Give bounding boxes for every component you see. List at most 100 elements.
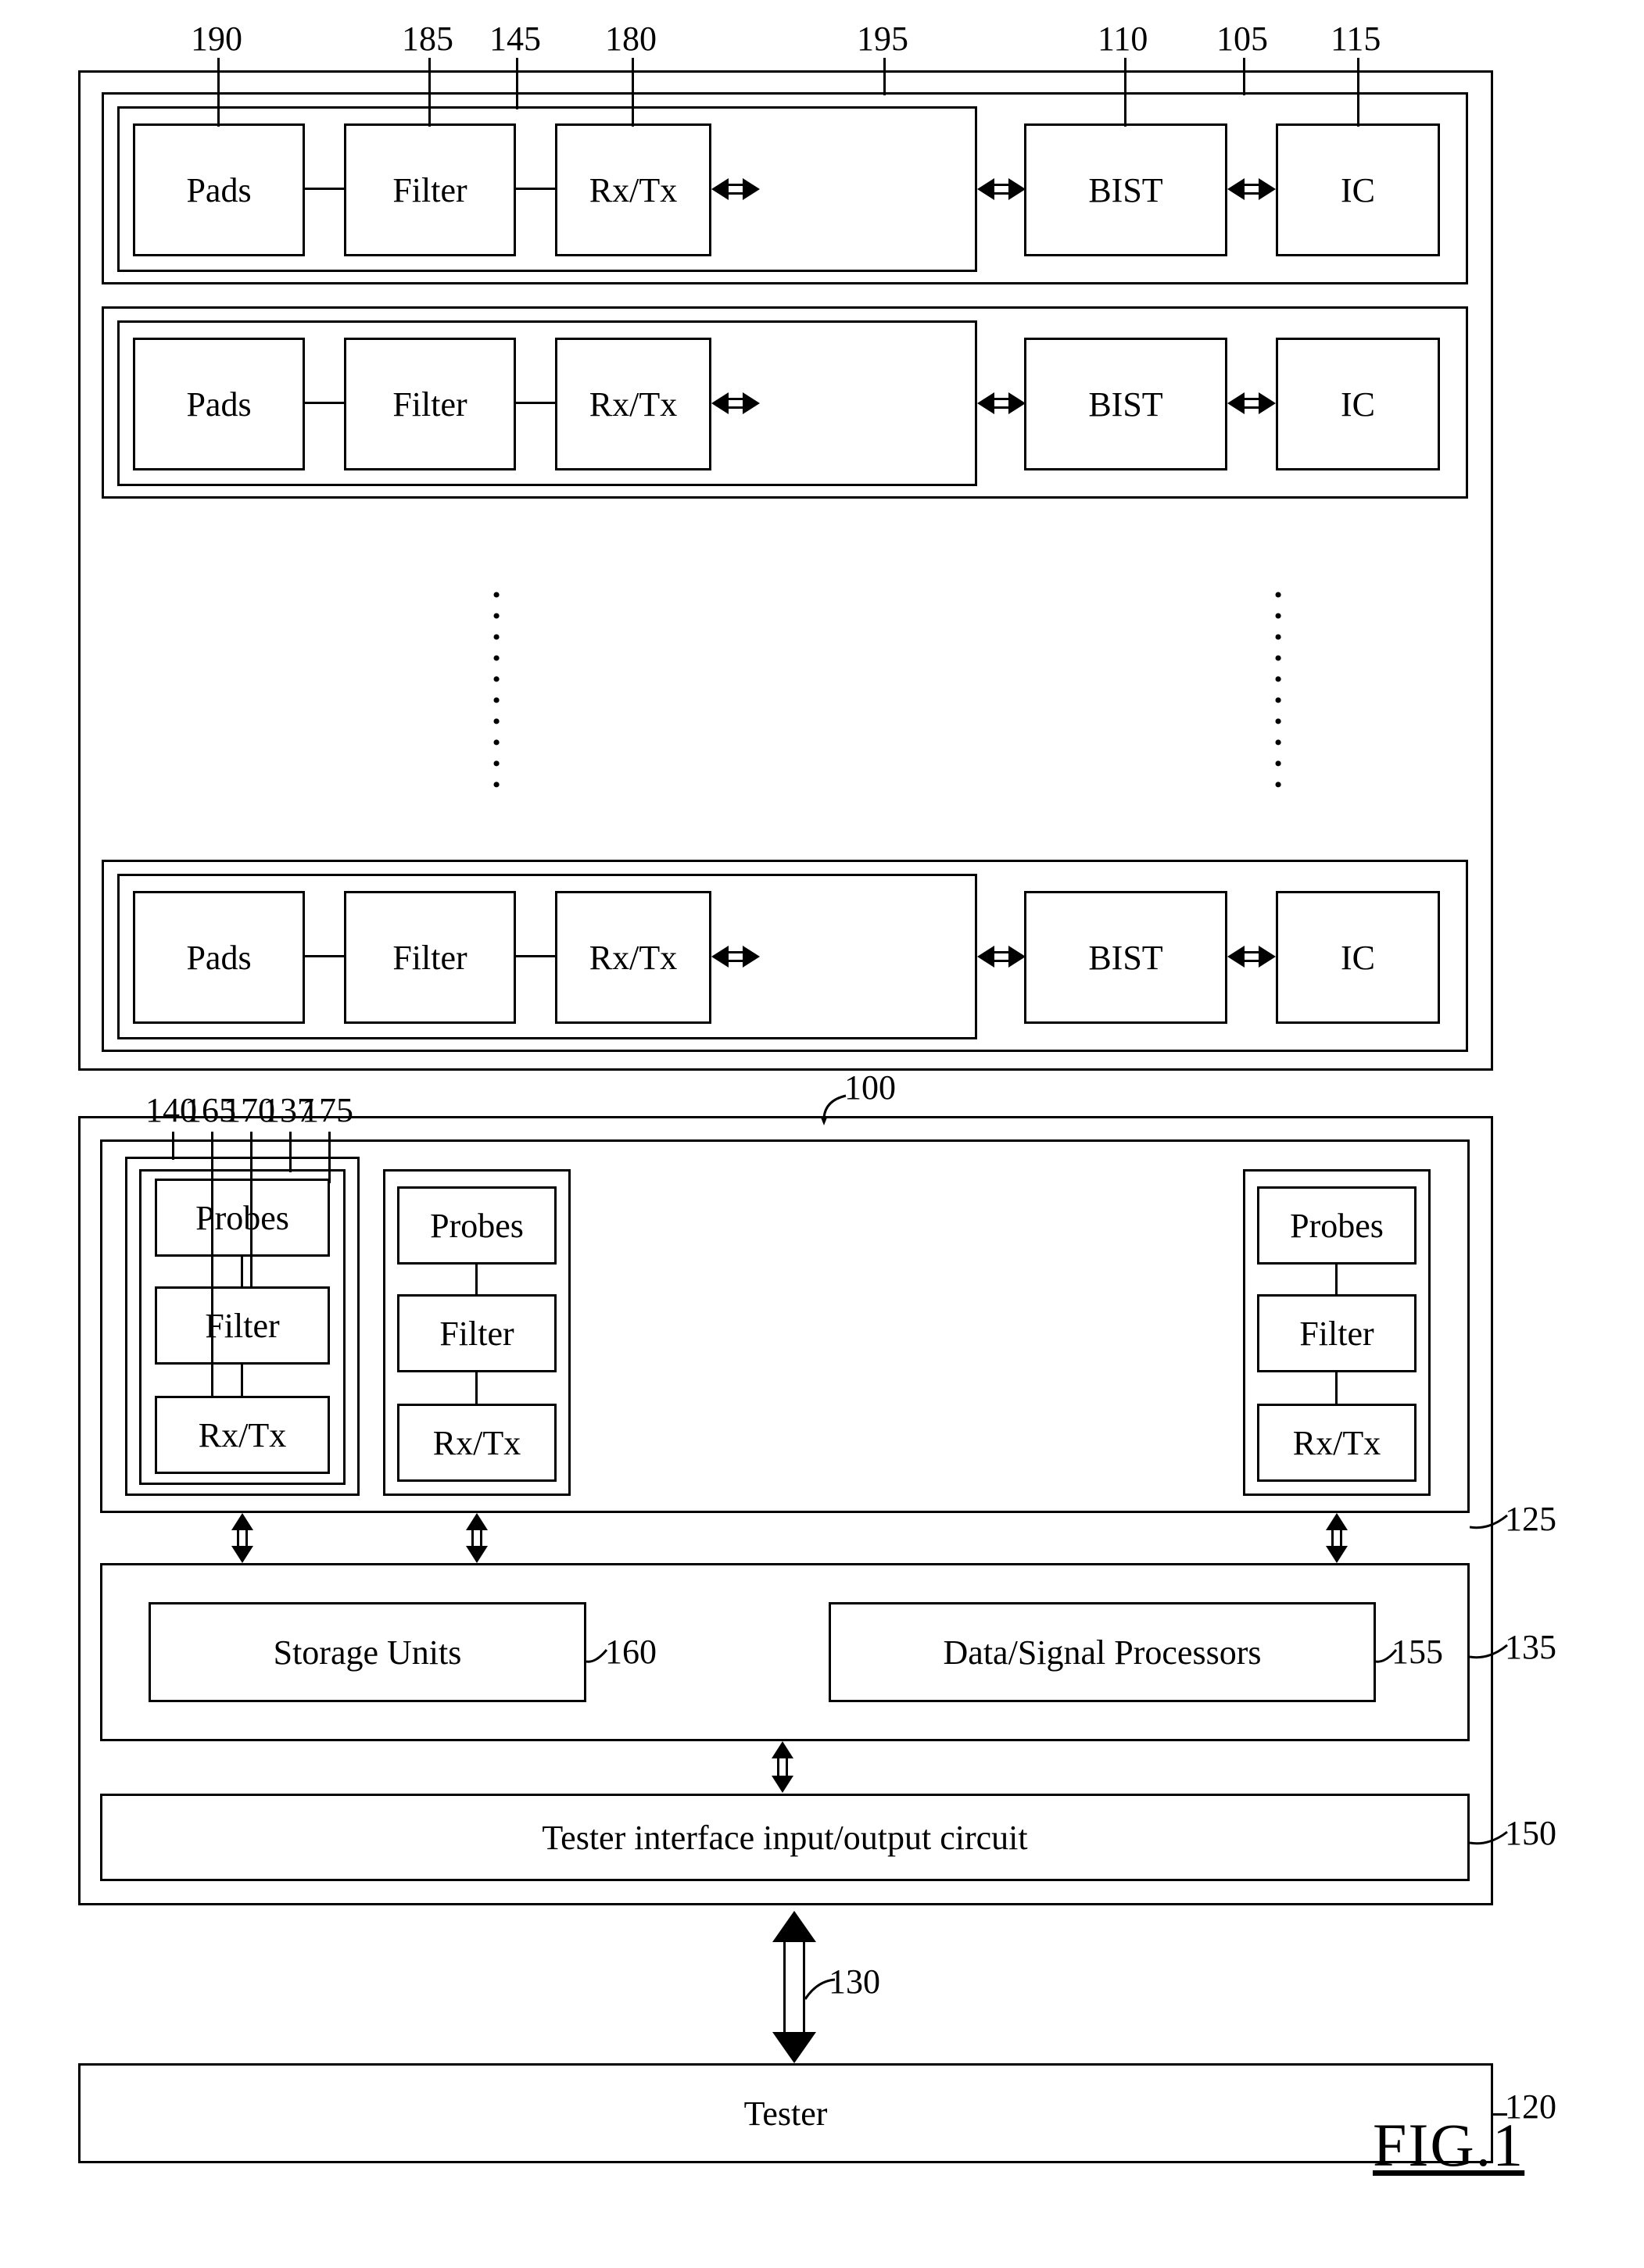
chn-probes: Probes <box>1257 1186 1417 1265</box>
lead-110 <box>1124 58 1126 127</box>
io-circuit-label: Tester interface input/output circuit <box>542 1818 1027 1858</box>
dien-ic-label: IC <box>1341 938 1375 978</box>
die2-ic: IC <box>1276 338 1440 470</box>
lead-100-arrow <box>821 1094 855 1129</box>
ch1-probes-label: Probes <box>195 1198 289 1238</box>
die1-pads: Pads <box>133 123 305 256</box>
ref-160: 160 <box>605 1632 657 1672</box>
d1a1 <box>977 178 1026 200</box>
die1-ic-label: IC <box>1341 170 1375 210</box>
ch1-rxtx-label: Rx/Tx <box>199 1415 286 1455</box>
lead-180 <box>632 58 634 127</box>
d2a2 <box>1227 392 1276 414</box>
chn-rxtx-label: Rx/Tx <box>1293 1423 1381 1463</box>
d1a0 <box>711 178 760 200</box>
ref-190: 190 <box>191 19 242 59</box>
d2a0 <box>711 392 760 414</box>
chn-probes-label: Probes <box>1290 1206 1384 1246</box>
dsp-processors-label: Data/Signal Processors <box>944 1633 1262 1672</box>
lead-115 <box>1357 58 1359 127</box>
lead-195 <box>883 58 886 95</box>
storage-units-block: Storage Units <box>149 1602 586 1702</box>
die2-pads-label: Pads <box>186 385 251 424</box>
chn-conn2 <box>1335 1265 1338 1294</box>
chn-filter-label: Filter <box>1299 1314 1374 1354</box>
ch2-probes-label: Probes <box>430 1206 524 1246</box>
dien-filter-label: Filter <box>392 938 467 978</box>
d1c1 <box>305 188 344 190</box>
die1-rxtx: Rx/Tx <box>555 123 711 256</box>
die-dots-right: · · · · · · · · · · <box>1251 531 1305 844</box>
dnc2 <box>516 955 555 957</box>
figure-page: Tester 120 130 100 Tester interface inpu… <box>31 31 1613 2237</box>
storage-units-label: Storage Units <box>274 1633 462 1672</box>
ch2-probes: Probes <box>397 1186 557 1265</box>
lead-135 <box>1470 1643 1509 1666</box>
lead-165 <box>211 1132 213 1397</box>
die1-ic: IC <box>1276 123 1440 256</box>
dien-rxtx-label: Rx/Tx <box>589 938 677 978</box>
chn-conn1 <box>1335 1372 1338 1404</box>
io-circuit-block: Tester interface input/output circuit <box>100 1794 1470 1881</box>
die-dots-left: · · · · · · · · · · <box>469 531 523 844</box>
lead-185 <box>428 58 431 127</box>
die2-bist: BIST <box>1024 338 1227 470</box>
dnc1 <box>305 955 344 957</box>
ch2-rxtx: Rx/Tx <box>397 1404 557 1482</box>
lead-130 <box>805 1977 836 2001</box>
ref-145: 145 <box>489 19 541 59</box>
lead-175 <box>328 1132 331 1183</box>
ref-135: 135 <box>1505 1627 1556 1667</box>
die2-rxtx-label: Rx/Tx <box>589 385 677 424</box>
dna0 <box>711 946 760 968</box>
die2-filter-label: Filter <box>392 385 467 424</box>
ch2-rxtx-label: Rx/Tx <box>433 1423 521 1463</box>
ref-115: 115 <box>1331 19 1381 59</box>
io-dsp-arrow <box>772 1741 793 1793</box>
ref-195: 195 <box>857 19 908 59</box>
lead-140 <box>172 1132 174 1160</box>
die2-rxtx: Rx/Tx <box>555 338 711 470</box>
ref-185: 185 <box>402 19 453 59</box>
die1-filter: Filter <box>344 123 516 256</box>
chn-rxtx: Rx/Tx <box>1257 1404 1417 1482</box>
ch2-filter: Filter <box>397 1294 557 1372</box>
lead-160 <box>586 1647 610 1669</box>
d1a2 <box>1227 178 1276 200</box>
dna2 <box>1227 946 1276 968</box>
d1c2 <box>516 188 555 190</box>
lead-170 <box>250 1132 253 1288</box>
lead-145 <box>516 58 518 109</box>
die2-bist-label: BIST <box>1088 385 1162 424</box>
die1-pads-label: Pads <box>186 170 251 210</box>
dsp-processors-block: Data/Signal Processors <box>829 1602 1376 1702</box>
dien-rxtx: Rx/Tx <box>555 891 711 1024</box>
ref-150: 150 <box>1505 1813 1556 1853</box>
dien-ic: IC <box>1276 891 1440 1024</box>
ref-180: 180 <box>605 19 657 59</box>
dsp-ch-arrow-2 <box>466 1513 488 1563</box>
dien-pads-label: Pads <box>186 938 251 978</box>
ref-175: 175 <box>302 1090 353 1130</box>
lead-190 <box>217 58 220 127</box>
dsp-ch-arrow-1 <box>231 1513 253 1563</box>
lead-125 <box>1470 1513 1509 1536</box>
d2a1 <box>977 392 1026 414</box>
d2c2 <box>516 402 555 404</box>
die2-pads: Pads <box>133 338 305 470</box>
dien-bist-label: BIST <box>1088 938 1162 978</box>
lead-150 <box>1470 1829 1509 1852</box>
lead-105 <box>1243 58 1245 95</box>
ch1-conn1 <box>241 1365 243 1396</box>
ch2-filter-label: Filter <box>439 1314 514 1354</box>
ch1-conn2 <box>241 1257 243 1286</box>
die2-filter: Filter <box>344 338 516 470</box>
chn-filter: Filter <box>1257 1294 1417 1372</box>
tester-block: Tester <box>78 2063 1493 2163</box>
die1-bist: BIST <box>1024 123 1227 256</box>
figure-label: FIG.1 <box>1373 2110 1524 2180</box>
ch1-filter: Filter <box>155 1286 330 1365</box>
ch1-filter-label: Filter <box>205 1306 279 1346</box>
ref-105: 105 <box>1216 19 1268 59</box>
ch2-conn1 <box>475 1372 478 1404</box>
